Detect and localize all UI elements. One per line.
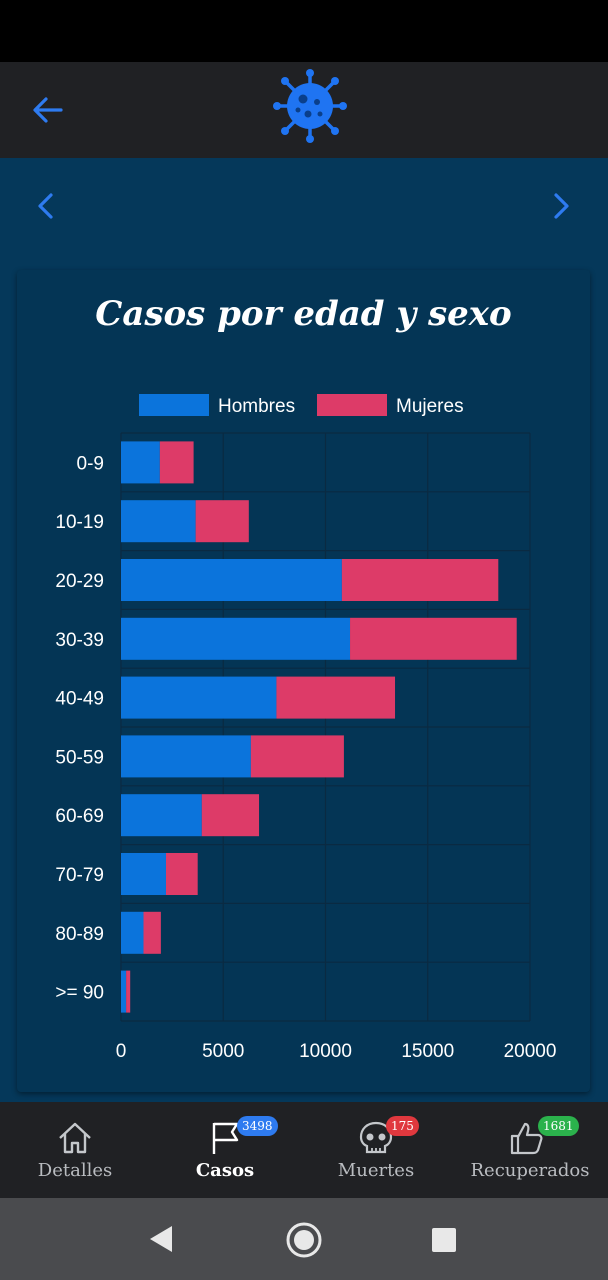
previous-chart-button[interactable] (28, 188, 64, 224)
circle-home-icon[interactable] (284, 1220, 324, 1260)
recuperados-count-badge: 1681 (538, 1116, 579, 1136)
system-navigation-bar (0, 1198, 608, 1280)
virus-icon (273, 69, 347, 143)
tab-recuperados[interactable]: 1681 Recuperados (452, 1102, 608, 1198)
chevron-left-icon (38, 193, 53, 219)
tab-label-detalles: Detalles (37, 1160, 113, 1181)
legend-label-mujeres: Mujeres (396, 396, 464, 417)
bar-mujeres-8 (143, 911, 161, 954)
category-label: 20-29 (55, 571, 104, 592)
category-label: 60-69 (55, 806, 104, 827)
x-tick-label: 0 (116, 1041, 127, 1062)
bar-hombres-5 (121, 735, 251, 778)
category-label: 0-9 (77, 453, 104, 474)
tab-casos[interactable]: 3498 Casos (150, 1102, 300, 1198)
home-icon (59, 1122, 91, 1154)
tab-label-casos: Casos (195, 1160, 255, 1181)
x-tick-label: 20000 (504, 1041, 557, 1062)
bar-hombres-7 (121, 853, 166, 895)
chevron-right-icon (554, 193, 569, 219)
bottom-navigation: Detalles 3498 Casos 175 Muertes 1681 Rec… (0, 1102, 608, 1198)
triangle-back-icon[interactable] (146, 1224, 176, 1254)
legend-swatch-hombres (139, 394, 209, 416)
status-bar (0, 0, 608, 62)
arrow-left-icon (33, 97, 63, 123)
bar-mujeres-1 (195, 500, 249, 543)
square-recents-icon[interactable] (430, 1226, 458, 1254)
bar-mujeres-2 (341, 559, 499, 601)
next-chart-button[interactable] (543, 188, 579, 224)
bar-hombres-0 (121, 441, 160, 484)
x-tick-label: 10000 (299, 1041, 352, 1062)
app-logo (270, 66, 350, 146)
bar-hombres-9 (121, 970, 127, 1013)
category-label: 50-59 (55, 747, 104, 768)
category-label: 30-39 (55, 630, 104, 651)
bar-mujeres-3 (350, 617, 517, 660)
tab-detalles[interactable]: Detalles (0, 1102, 150, 1198)
category-label: 40-49 (55, 689, 104, 710)
muertes-count-badge: 175 (386, 1116, 419, 1136)
flag-icon (212, 1122, 239, 1154)
category-label: 80-89 (55, 924, 104, 945)
thumbs-up-icon (510, 1122, 543, 1155)
chart-title: Casos por edad y sexo (95, 294, 512, 334)
legend-swatch-mujeres (317, 394, 387, 416)
bar-hombres-4 (121, 676, 277, 719)
bar-mujeres-4 (276, 676, 396, 719)
x-tick-label: 15000 (401, 1041, 454, 1062)
bar-mujeres-6 (201, 794, 260, 837)
tab-label-muertes: Muertes (337, 1160, 415, 1181)
tab-muertes[interactable]: 175 Muertes (300, 1102, 452, 1198)
bar-mujeres-9 (126, 970, 131, 1013)
bar-hombres-1 (121, 500, 196, 543)
category-label: 10-19 (55, 512, 104, 533)
tab-label-recuperados: Recuperados (470, 1160, 590, 1181)
app-bar (0, 62, 608, 158)
bar-mujeres-7 (165, 853, 198, 895)
x-tick-label: 5000 (202, 1041, 244, 1062)
bar-mujeres-0 (159, 441, 194, 484)
casos-count-badge: 3498 (237, 1116, 278, 1136)
category-label: >= 90 (55, 983, 104, 1004)
bar-hombres-2 (121, 559, 342, 601)
category-label: 70-79 (55, 865, 104, 886)
bar-hombres-3 (121, 617, 351, 660)
bar-hombres-6 (121, 794, 202, 837)
legend-label-hombres: Hombres (218, 396, 295, 417)
back-button[interactable] (28, 90, 68, 130)
chart-card: Casos por edad y sexo Hombres Mujeres 0-9 1… (17, 270, 590, 1092)
stacked-bar-chart: Hombres Mujeres 0-9 10-19 20-29 30-39 40-49 50-… (55, 394, 557, 1062)
content-area: Casos por edad y sexo Hombres Mujeres 0-9 1… (0, 158, 608, 1102)
bar-mujeres-5 (250, 735, 344, 778)
bar-hombres-8 (121, 911, 144, 954)
